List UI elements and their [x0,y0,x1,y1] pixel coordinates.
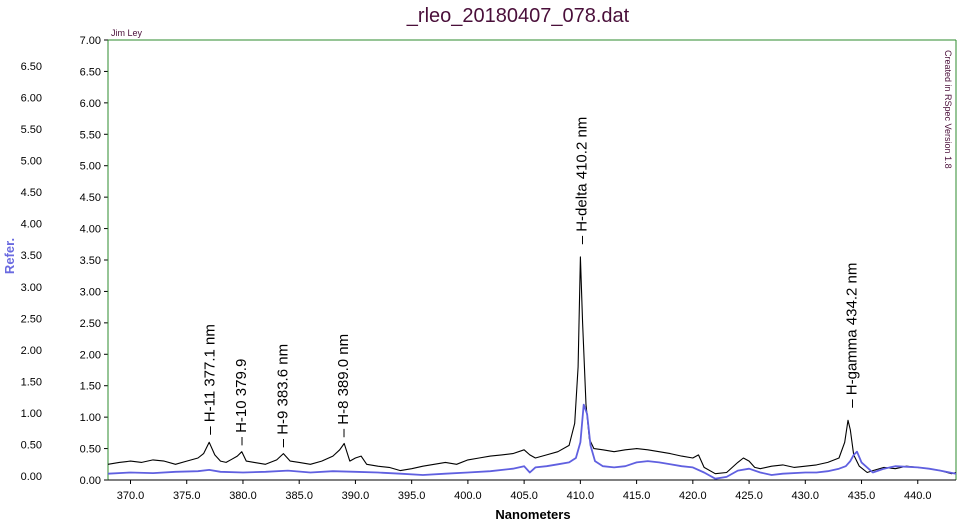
outer-ytick-label: 4.00 [21,219,42,231]
outer-ytick-label: 5.50 [21,124,42,136]
xtick-label: 425.0 [735,490,763,502]
outer-ytick-label: 3.50 [21,250,42,262]
inner-ytick-label: 5.00 [80,161,101,173]
outer-ytick-label: 1.00 [21,408,42,420]
xtick-label: 375.0 [173,490,201,502]
outer-ytick-label: 4.50 [21,187,42,199]
outer-ytick-label: 0.50 [21,439,42,451]
xtick-label: 405.0 [510,490,538,502]
inner-ytick-label: 2.50 [80,318,101,330]
peak-annotation: – H-9 383.6 nm [274,344,291,447]
inner-ytick-label: 0.50 [80,444,101,456]
outer-ytick-label: 0.00 [21,471,42,483]
outer-y-axis: 0.00 0.50 1.00 1.50 2.00 2.50 3.00 3.50 4.00 4.50… [21,61,42,483]
xtick-label: 370.0 [117,490,145,502]
xtick-label: 385.0 [285,490,313,502]
xtick-label: 390.0 [342,490,370,502]
inner-ytick-label: 6.50 [80,66,101,78]
y-axis-title: Refer. [2,238,17,274]
x-axis-title: Nanometers [495,507,570,522]
series-black-line [107,256,957,475]
inner-ytick-label: 0.00 [80,475,101,487]
inner-y-axis: 0.00 0.50 1.00 1.50 2.00 2.50 3.00 3.50 4.00 4.50… [80,35,108,487]
peak-annotation: – H-delta 410.2 nm [574,117,591,245]
inner-ytick-label: 3.00 [80,286,101,298]
inner-ytick-label: 6.00 [80,98,101,110]
watermark-label: Created in RSpec Version 1.8 [943,50,953,169]
inner-ytick-label: 4.00 [80,224,101,236]
outer-ytick-label: 6.50 [21,61,42,73]
peak-annotation: – H-gamma 434.2 nm [844,263,861,408]
xtick-label: 420.0 [679,490,707,502]
x-axis: 370.0 375.0 380.0 385.0 390.0 395.0 400.0 405.0… [117,480,932,502]
inner-ytick-label: 1.50 [80,381,101,393]
series-blue-line [107,403,957,480]
outer-ytick-label: 1.50 [21,376,42,388]
xtick-label: 395.0 [398,490,426,502]
inner-ytick-label: 1.00 [80,412,101,424]
inner-ytick-label: 2.00 [80,349,101,361]
xtick-label: 380.0 [229,490,257,502]
inner-ytick-label: 7.00 [80,35,101,47]
outer-ytick-label: 2.50 [21,313,42,325]
xtick-label: 415.0 [623,490,651,502]
outer-ytick-label: 3.00 [21,282,42,294]
peak-annotation: – H-10 379.9 [233,359,250,446]
outer-ytick-label: 2.00 [21,345,42,357]
outer-ytick-label: 5.00 [21,156,42,168]
xtick-label: 410.0 [567,490,595,502]
xtick-label: 430.0 [792,490,820,502]
xtick-label: 440.0 [904,490,932,502]
peak-annotation: – H-8 389.0 nm [335,334,352,437]
outer-ytick-label: 6.00 [21,93,42,105]
author-label: Jim Ley [111,28,143,38]
inner-ytick-label: 3.50 [80,255,101,267]
xtick-label: 435.0 [848,490,876,502]
inner-ytick-label: 4.50 [80,192,101,204]
peak-annotation: – H-11 377.1 nm [201,324,218,435]
chart-title: _rleo_20180407_078.dat [406,5,630,27]
xtick-label: 400.0 [454,490,482,502]
inner-ytick-label: 5.50 [80,129,101,141]
